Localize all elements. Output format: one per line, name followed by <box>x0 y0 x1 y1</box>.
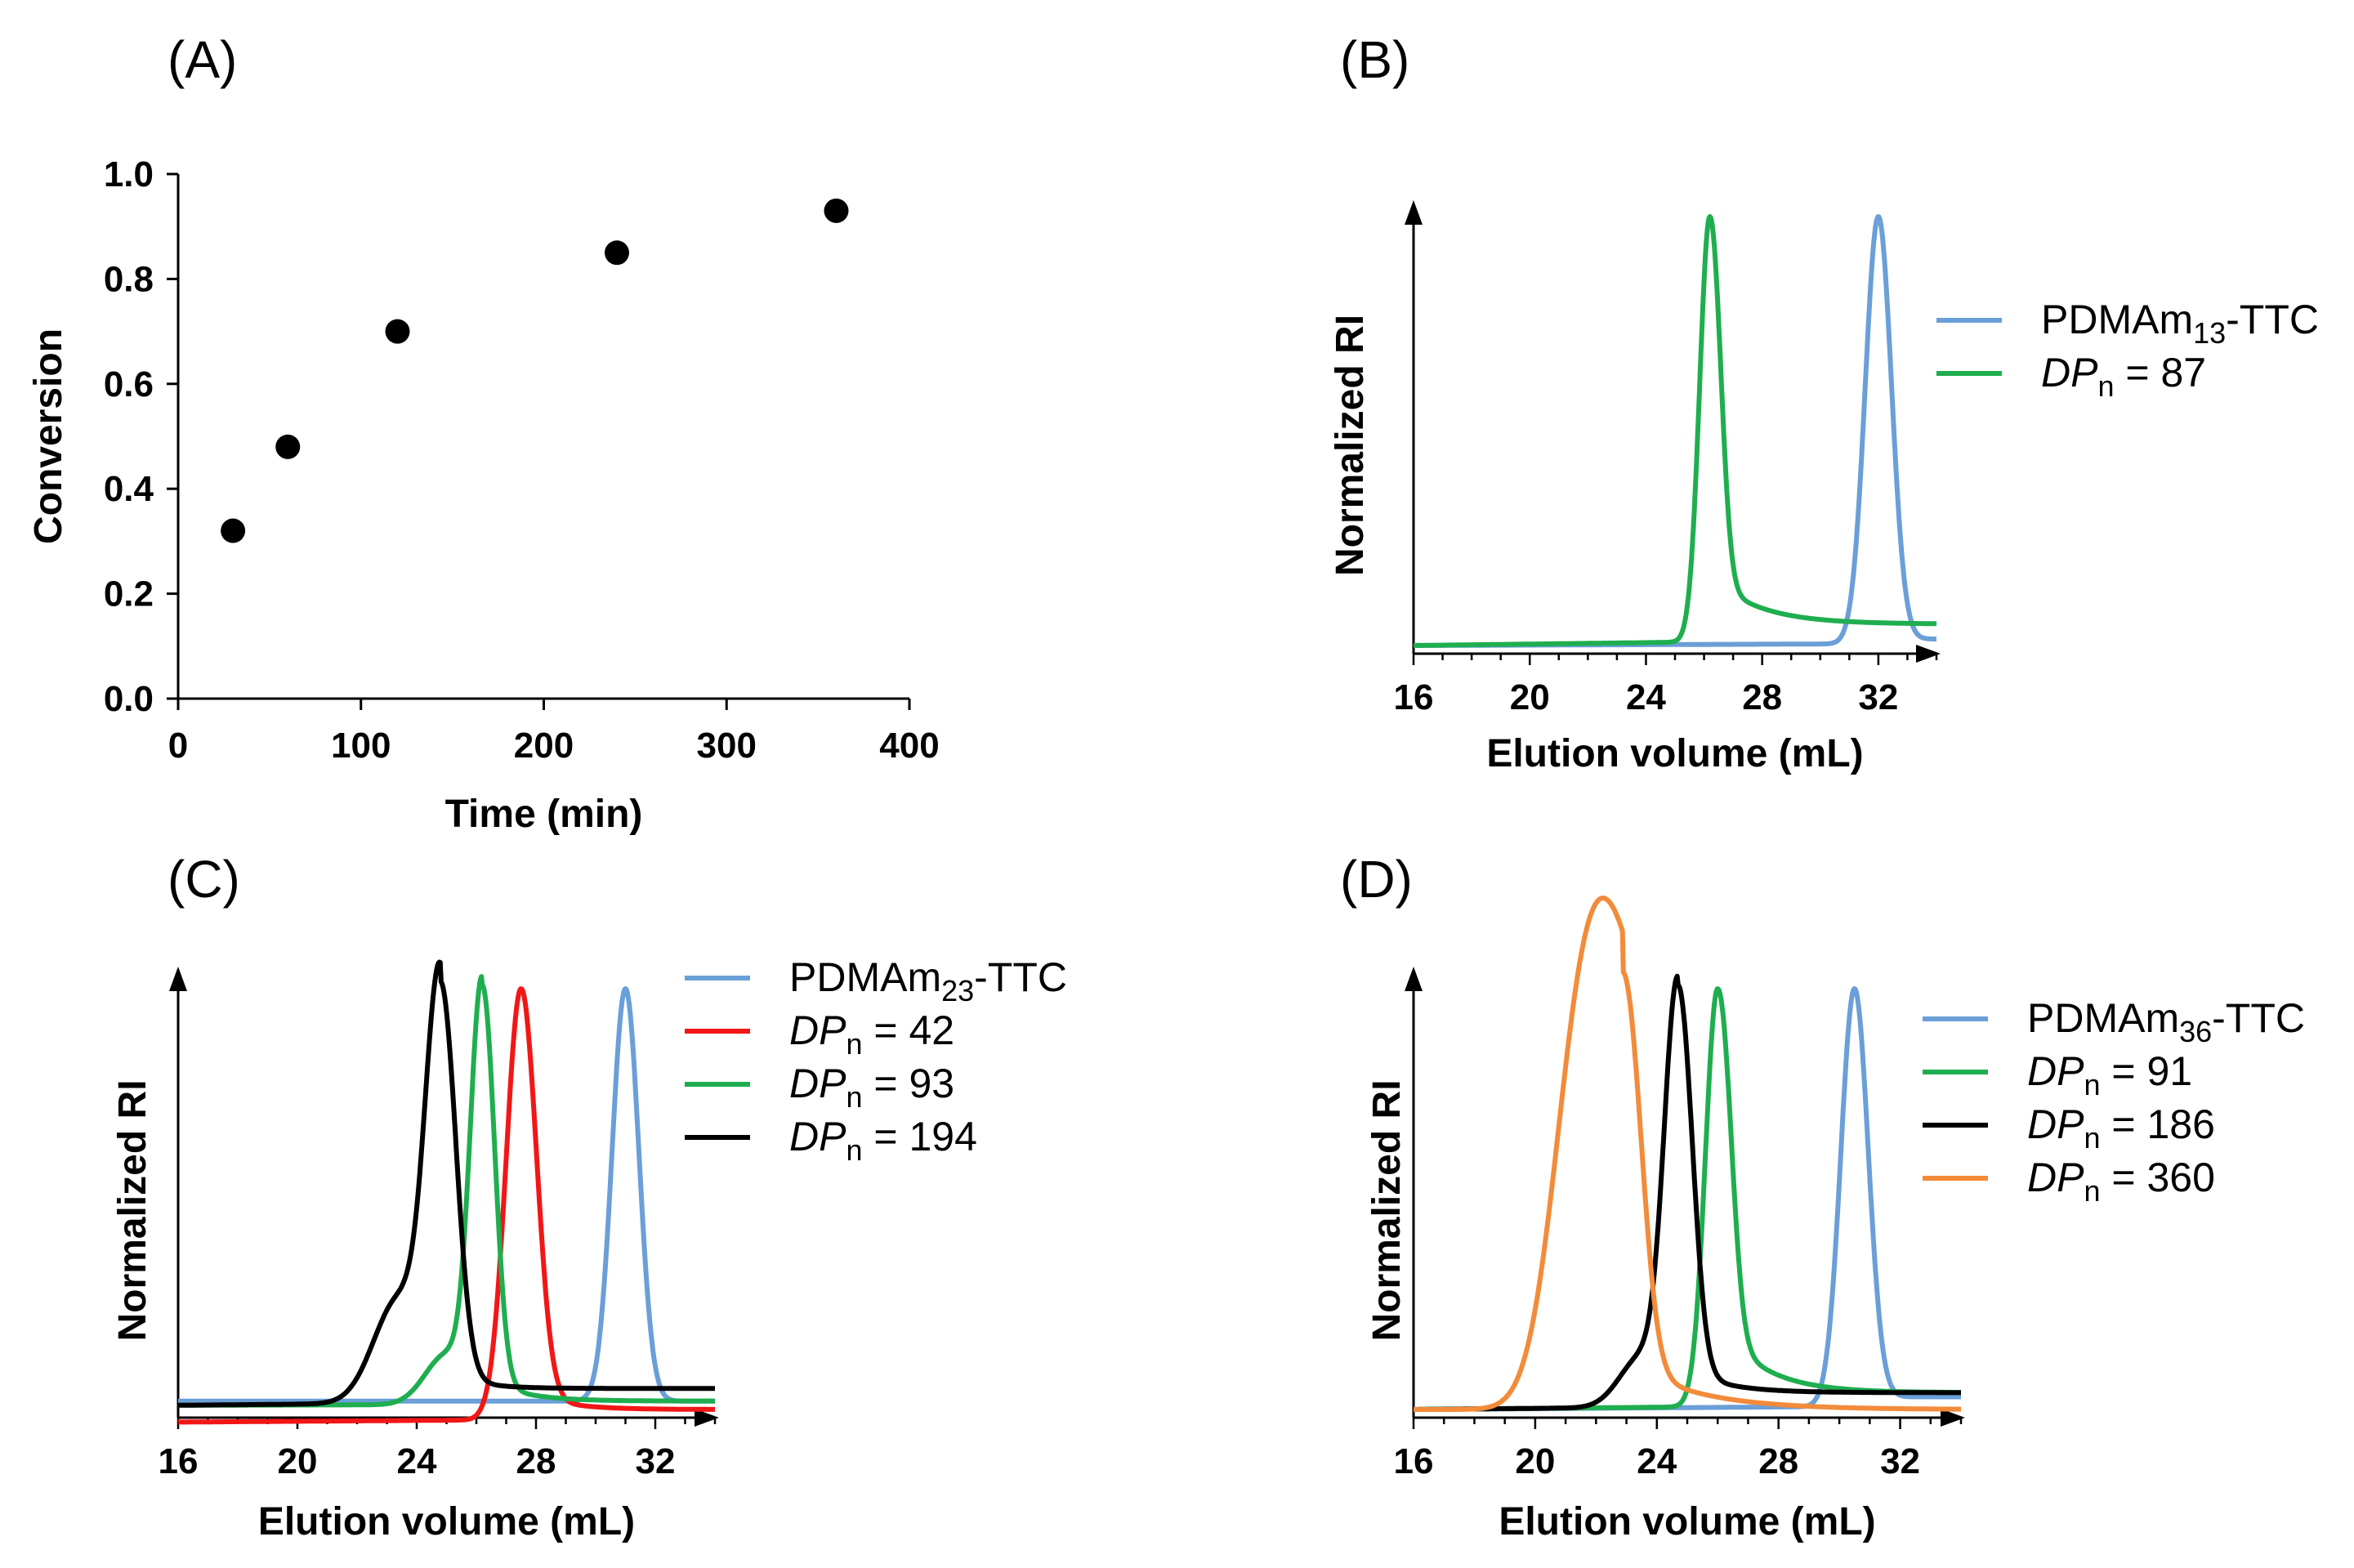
series-line-c-3 <box>176 959 717 1408</box>
y-tick-label-a: 0.0 <box>104 679 154 719</box>
panel-label-c: (C) <box>168 850 240 909</box>
legend-subscript: n <box>2084 1121 2100 1155</box>
legend-suffix: -TTC <box>2226 297 2319 342</box>
y-axis-title-a: Conversion <box>27 328 70 544</box>
series-line-c-1 <box>176 986 717 1425</box>
panel-label-b: (B) <box>1340 30 1409 89</box>
x-tick-label-c: 32 <box>636 1441 676 1481</box>
y-axis-arrow-d <box>1405 967 1423 991</box>
series-line-b-1 <box>1412 214 1938 648</box>
x-axis-arrow-d <box>1941 1409 1965 1427</box>
x-tick-label-a: 400 <box>879 726 939 766</box>
x-tick-label-a: 0 <box>168 726 188 766</box>
legend-subscript: n <box>2084 1068 2100 1101</box>
legend-label-d-0: PDMAm36-TTC <box>2027 995 2305 1048</box>
y-axis-title-d: Normalized RI <box>1365 1079 1409 1341</box>
legend-subscript: n <box>2097 369 2114 403</box>
legend-label-c-2: DPn = 93 <box>789 1061 954 1114</box>
x-tick-label-b: 28 <box>1742 677 1782 717</box>
series-line-c-0 <box>176 986 717 1404</box>
x-tick-label-d: 24 <box>1637 1441 1677 1481</box>
y-tick-label-a: 0.8 <box>104 259 154 299</box>
y-axis-title-c: Normalized RI <box>111 1079 154 1341</box>
legend-value: = 87 <box>2115 350 2207 395</box>
legend-suffix: -TTC <box>974 954 1067 1000</box>
x-axis-arrow-c <box>695 1409 719 1427</box>
series-line-d-3 <box>1412 896 1963 1412</box>
x-tick-label-b: 32 <box>1858 677 1898 717</box>
x-tick-label-d: 20 <box>1515 1441 1555 1481</box>
legend-value: = 186 <box>2101 1101 2215 1147</box>
data-point <box>385 319 410 344</box>
x-tick-label-d: 32 <box>1880 1441 1920 1481</box>
legend-suffix: -TTC <box>2212 995 2305 1041</box>
legend-prefix: DP <box>2027 1048 2084 1094</box>
x-axis-title-b: Elution volume (mL) <box>1486 732 1863 775</box>
data-point <box>824 198 849 223</box>
legend-subscript: 23 <box>941 974 974 1007</box>
legend-value: = 93 <box>863 1061 955 1106</box>
x-tick-label-b: 20 <box>1510 677 1550 717</box>
legend-label-c-1: DPn = 42 <box>789 1007 954 1061</box>
legend-prefix: DP <box>2041 350 2098 395</box>
y-tick-label-a: 0.4 <box>104 469 154 509</box>
x-axis-arrow-b <box>1916 645 1941 663</box>
x-tick-label-a: 300 <box>697 726 757 766</box>
legend-label-b-1: DPn = 87 <box>2041 350 2206 403</box>
legend-prefix: DP <box>2027 1155 2084 1200</box>
legend-value: = 360 <box>2101 1155 2215 1200</box>
x-tick-label-d: 28 <box>1758 1441 1798 1481</box>
series-line-b-0 <box>1412 214 1938 648</box>
legend-polymer: PDMAm <box>789 954 941 1000</box>
x-tick-label-c: 28 <box>516 1441 556 1481</box>
legend-value: = 194 <box>863 1114 977 1159</box>
legend-subscript: n <box>2084 1174 2100 1208</box>
legend-subscript: 13 <box>2193 316 2226 350</box>
data-point <box>275 434 301 459</box>
legend-label-b-0: PDMAm13-TTC <box>2041 297 2319 350</box>
x-tick-label-c: 20 <box>278 1441 318 1481</box>
x-tick-label-a: 100 <box>331 726 391 766</box>
legend-subscript: n <box>846 1133 862 1167</box>
y-tick-label-a: 0.6 <box>104 364 154 404</box>
legend-polymer: PDMAm <box>2041 297 2193 342</box>
legend-label-d-2: DPn = 186 <box>2027 1101 2215 1155</box>
legend-value: = 42 <box>863 1007 955 1053</box>
series-line-d-2 <box>1412 973 1963 1412</box>
y-axis-arrow-b <box>1405 200 1423 225</box>
legend-prefix: DP <box>789 1007 846 1053</box>
legend-label-c-3: DPn = 194 <box>789 1114 977 1167</box>
legend-prefix: DP <box>789 1114 846 1159</box>
data-point <box>221 518 246 543</box>
legend-prefix: DP <box>789 1061 846 1106</box>
x-axis-title-d: Elution volume (mL) <box>1499 1500 1875 1543</box>
x-tick-label-c: 24 <box>397 1441 437 1481</box>
legend-prefix: DP <box>2027 1101 2084 1147</box>
legend-subscript: 36 <box>2179 1015 2212 1048</box>
legend-subscript: n <box>846 1080 862 1114</box>
y-axis-title-b: Normalized RI <box>1329 315 1372 576</box>
legend-polymer: PDMAm <box>2027 995 2179 1041</box>
x-axis-title-c: Elution volume (mL) <box>258 1500 635 1543</box>
data-point <box>605 240 629 266</box>
legend-label-c-0: PDMAm23-TTC <box>789 954 1067 1007</box>
panel-label-d: (D) <box>1340 850 1413 909</box>
legend-label-d-1: DPn = 91 <box>2027 1048 2192 1101</box>
x-tick-label-d: 16 <box>1394 1441 1434 1481</box>
legend-subscript: n <box>846 1027 862 1061</box>
panel-label-a: (A) <box>168 30 237 89</box>
x-tick-label-b: 24 <box>1626 677 1666 717</box>
legend-value: = 91 <box>2101 1048 2193 1094</box>
x-tick-label-c: 16 <box>159 1441 199 1481</box>
y-tick-label-a: 0.2 <box>104 574 154 614</box>
x-tick-label-b: 16 <box>1394 677 1434 717</box>
x-tick-label-a: 200 <box>514 726 574 766</box>
y-tick-label-a: 1.0 <box>104 154 154 194</box>
y-axis-arrow-c <box>169 967 187 991</box>
legend-label-d-3: DPn = 360 <box>2027 1155 2215 1208</box>
x-axis-title-a: Time (min) <box>445 793 643 836</box>
